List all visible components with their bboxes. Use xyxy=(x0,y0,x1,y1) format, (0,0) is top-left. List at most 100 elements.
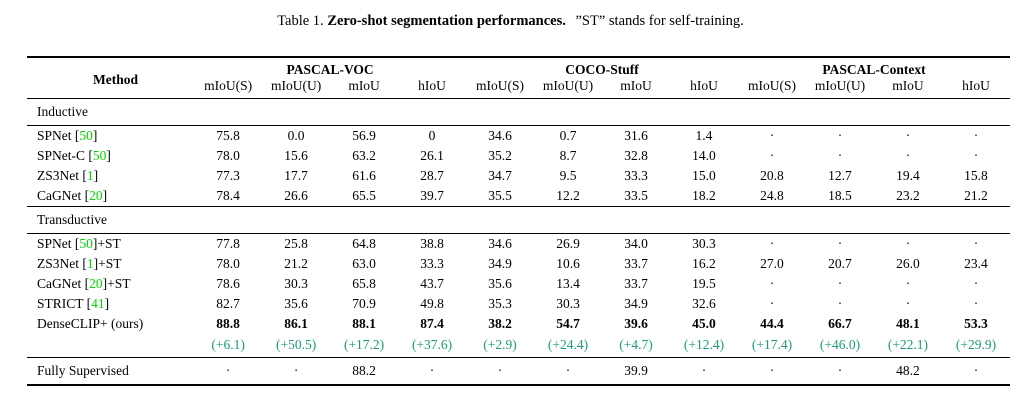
caption-title: Zero-shot segmentation performances. xyxy=(327,13,566,29)
citation-link[interactable]: 20 xyxy=(89,276,103,291)
value-cell-2: 65.5 xyxy=(352,188,376,203)
value-cell-2: 88.1 xyxy=(352,316,376,331)
method-text: CaGNet [ xyxy=(37,276,90,291)
method-text: ZS3Net [ xyxy=(37,168,87,183)
citation-link[interactable]: 20 xyxy=(89,188,103,203)
method-name: DenseCLIP+ (ours) xyxy=(27,314,194,334)
value-cell-10: 23.2 xyxy=(896,188,920,203)
section-header-row: Inductive xyxy=(27,98,1010,126)
table-row: CaGNet [20] 78.4 26.6 65.5 39.7 35.5 12.2 33.5 1… xyxy=(27,186,1010,207)
footer-value-cell-11: · xyxy=(941,357,1010,385)
table-row: SPNet [50] 75.8 0.0 56.9 0 34.6 0.7 31.6 1.4 · · · · xyxy=(27,126,1010,147)
fully-supervised-row: Fully Supervised · · 88.2 · · · 39.9 · · · 48.2 · xyxy=(27,357,1010,385)
value-cell-0: 75.8 xyxy=(216,128,240,143)
footer-value-cell-8: · xyxy=(737,357,806,385)
method-column-header: Method xyxy=(93,72,139,87)
metric-header-0-0: mIoU(S) xyxy=(204,78,253,93)
value-cell-3: 33.3 xyxy=(420,256,444,271)
value-cell-0: 82.7 xyxy=(216,296,240,311)
value-cell-9: · xyxy=(837,236,843,251)
value-cell-1: 25.8 xyxy=(284,236,308,251)
value-cell-10: 26.0 xyxy=(896,256,920,271)
value-cell-2: 65.8 xyxy=(352,276,376,291)
value-cell-7: 16.2 xyxy=(692,256,716,271)
value-cell-6: 33.7 xyxy=(624,276,648,291)
footer-value-cell-2: 88.2 xyxy=(330,357,399,385)
metric-header-2-2: mIoU xyxy=(892,78,924,93)
table-row: SPNet [50]+ST 77.8 25.8 64.8 38.8 34.6 26.9 34.… xyxy=(27,234,1010,255)
citation-link[interactable]: 1 xyxy=(86,256,94,271)
value-cell-5: 54.7 xyxy=(556,316,580,331)
metric-header-1-0: mIoU(S) xyxy=(476,78,525,93)
value-cell-4: 35.3 xyxy=(488,296,512,311)
value-cell-7: 1.4 xyxy=(695,128,713,143)
value-cell-4: 34.9 xyxy=(488,256,512,271)
metric-header-2-3: hIoU xyxy=(962,78,990,93)
value-cell-11: · xyxy=(973,276,979,291)
value-cell-5: 12.2 xyxy=(556,188,580,203)
citation-link[interactable]: 50 xyxy=(79,236,93,251)
value-cell-8: 24.8 xyxy=(760,188,784,203)
value-cell-8: · xyxy=(769,296,775,311)
method-text: CaGNet [ xyxy=(37,188,90,203)
citation-link[interactable]: 41 xyxy=(91,296,105,311)
value-cell-2: 63.0 xyxy=(352,256,376,271)
value-cell-6: 33.7 xyxy=(624,256,648,271)
method-name: SPNet-C [50] xyxy=(27,146,194,166)
delta-cell-7: (+12.4) xyxy=(683,337,725,352)
citation-link[interactable]: 50 xyxy=(92,148,107,163)
footer-value-cell-4: · xyxy=(466,357,535,385)
method-text: DenseCLIP+ (ours) xyxy=(37,316,144,331)
value-cell-1: 21.2 xyxy=(284,256,308,271)
value-cell-5: 13.4 xyxy=(556,276,580,291)
value-cell-3: 87.4 xyxy=(420,316,444,331)
method-text: ]+ST xyxy=(93,256,122,271)
method-name: SPNet [50] xyxy=(27,126,194,147)
citation-link[interactable]: 1 xyxy=(86,168,94,183)
value-cell-6: 33.3 xyxy=(624,168,648,183)
delta-cell-4: (+2.9) xyxy=(483,337,517,352)
method-name: CaGNet [20] xyxy=(27,186,194,207)
value-cell-0: 77.3 xyxy=(216,168,240,183)
delta-cell-0: (+6.1) xyxy=(211,337,245,352)
value-cell-10: 19.4 xyxy=(896,168,920,183)
method-text: SPNet [ xyxy=(37,236,80,251)
value-cell-0: 77.8 xyxy=(216,236,240,251)
table-row: CaGNet [20]+ST 78.6 30.3 65.8 43.7 35.6 13.4 33… xyxy=(27,274,1010,294)
value-cell-3: 49.8 xyxy=(420,296,444,311)
metric-header-1-2: mIoU xyxy=(620,78,652,93)
metric-header-2-1: mIoU(U) xyxy=(814,78,866,93)
section-header-row: Transductive xyxy=(27,206,1010,234)
footer-value-cell-3: · xyxy=(398,357,467,385)
value-cell-8: · xyxy=(769,128,775,143)
table-row: ZS3Net [1] 77.3 17.7 61.6 28.7 34.7 9.5 33.3 15.… xyxy=(27,166,1010,186)
method-text: ] xyxy=(104,296,110,311)
method-text: ] xyxy=(106,148,111,163)
method-text: ]+ST xyxy=(102,276,131,291)
value-cell-6: 34.0 xyxy=(624,236,648,251)
method-text: ] xyxy=(93,168,99,183)
value-cell-7: 15.0 xyxy=(692,168,716,183)
caption-note: ”ST” stands for self-training. xyxy=(575,13,744,29)
value-cell-11: 21.2 xyxy=(964,188,988,203)
metric-header-0-2: mIoU xyxy=(348,78,380,93)
value-cell-0: 78.4 xyxy=(216,188,240,203)
empty-cell xyxy=(27,334,194,358)
citation-link[interactable]: 50 xyxy=(79,128,93,143)
dataset-group-0: PASCAL-VOC xyxy=(286,62,374,77)
footer-value-cell-1: · xyxy=(262,357,331,385)
value-cell-4: 38.2 xyxy=(488,316,512,331)
value-cell-9: · xyxy=(837,296,843,311)
method-text: ] xyxy=(102,188,108,203)
value-cell-4: 35.2 xyxy=(488,148,512,163)
value-cell-2: 64.8 xyxy=(352,236,376,251)
value-cell-11: 53.3 xyxy=(964,316,988,331)
delta-cell-6: (+4.7) xyxy=(619,337,653,352)
value-cell-9: 66.7 xyxy=(828,316,852,331)
delta-cell-11: (+29.9) xyxy=(955,337,997,352)
delta-cell-5: (+24.4) xyxy=(547,337,589,352)
value-cell-3: 26.1 xyxy=(420,148,444,163)
value-cell-5: 8.7 xyxy=(559,148,577,163)
value-cell-3: 39.7 xyxy=(420,188,444,203)
method-text: ] xyxy=(92,128,98,143)
